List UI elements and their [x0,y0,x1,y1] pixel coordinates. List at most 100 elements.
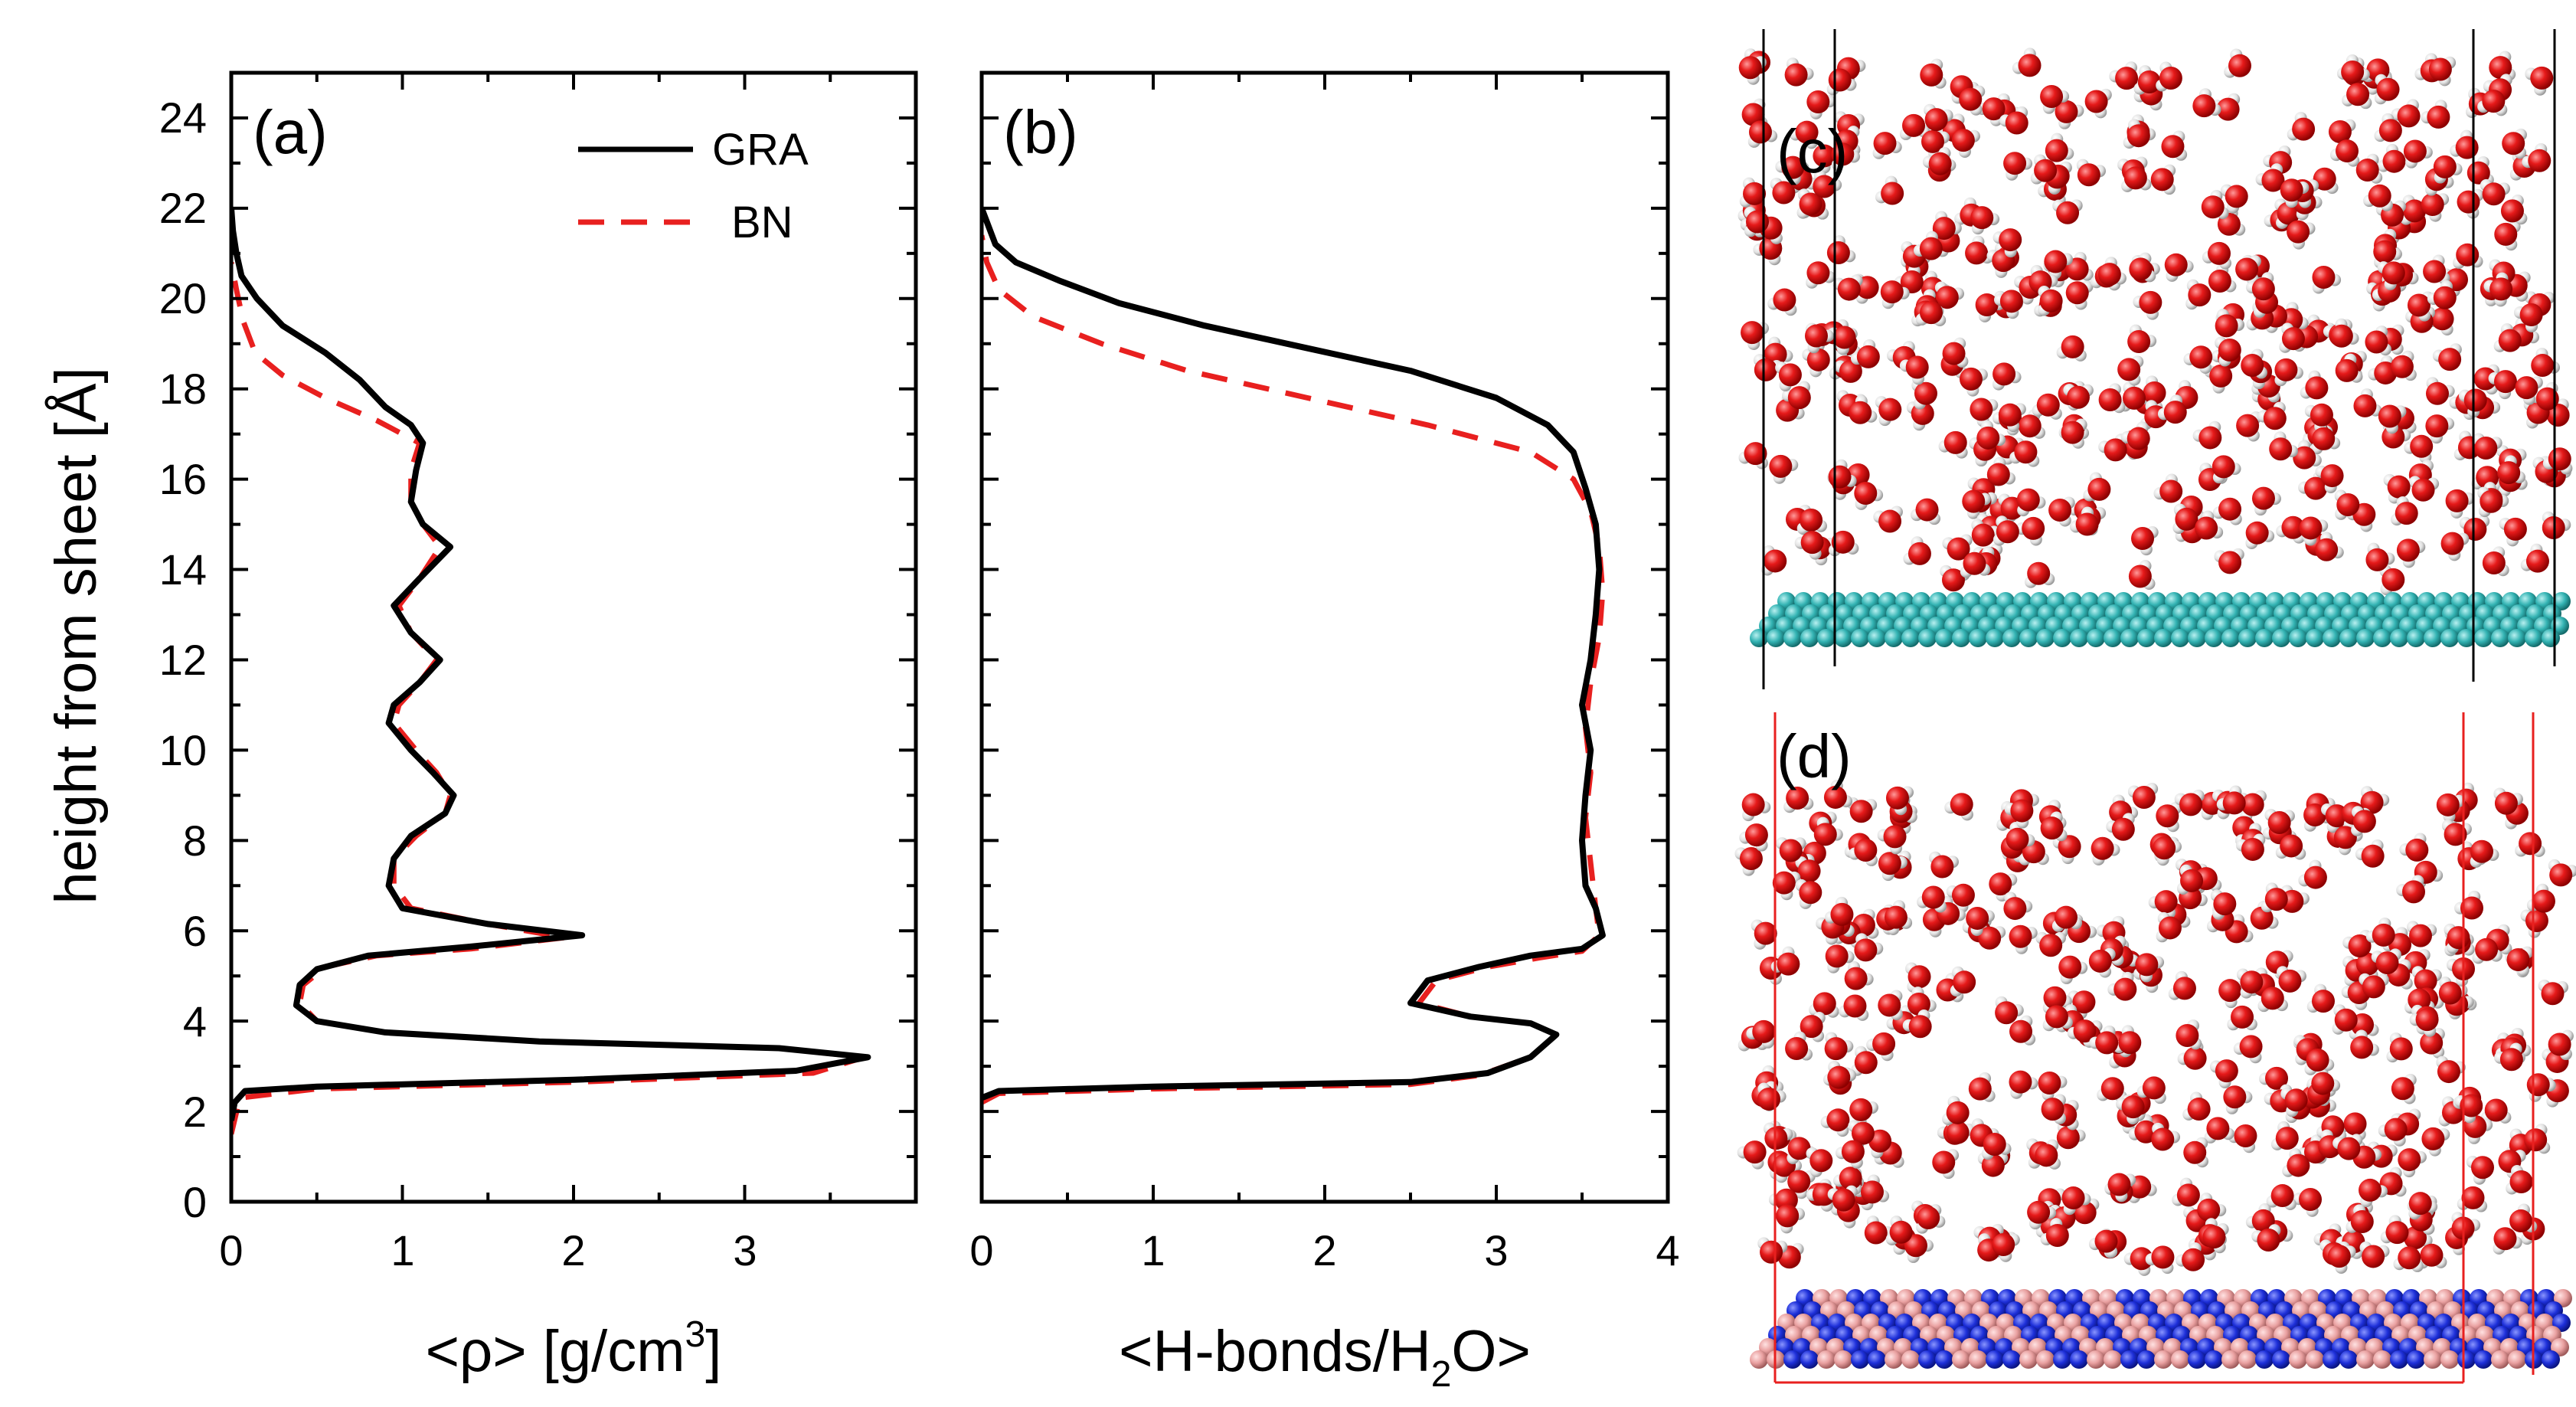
sheet-atom [1935,629,1953,647]
water-molecule [2202,241,2232,270]
water-molecule [2042,1005,2073,1032]
water-molecule [2116,1095,2145,1125]
water-molecule [2390,350,2417,381]
water-molecule [2215,309,2244,338]
water-molecule [1929,851,1959,879]
sheet-atom [1767,629,1785,647]
sheet-atom [2255,1350,2274,1369]
water-molecule [2061,1186,2091,1216]
water-molecule [2436,793,2465,823]
water-molecule [1959,85,1986,116]
water-molecule [2210,889,2237,920]
water-molecule [1795,879,1822,909]
water-molecule [2127,324,2157,354]
sheet-atom [2221,1350,2240,1369]
water-molecule [1854,933,1884,962]
x-axis-title: <ρ> [g/cm3] [426,1314,722,1384]
water-molecule [2371,948,2402,975]
water-molecule [2109,61,2139,90]
water-molecule [2353,388,2382,417]
water-molecule [2489,51,2516,81]
water-molecule [2398,1148,2427,1178]
water-molecule [2228,1124,2257,1153]
water-molecule [2076,159,2107,187]
water-molecules [1734,780,2576,1276]
water-molecule [1976,420,2006,450]
water-molecule [2378,1117,2408,1147]
water-molecule [2233,1035,2263,1064]
water-molecule [2006,821,2035,851]
water-molecule [2235,255,2261,286]
water-molecule [2524,1124,2551,1154]
water-molecule [1944,793,1973,821]
water-molecule [2040,811,2068,842]
water-molecule [1849,394,1878,424]
water-molecule [2425,414,2455,444]
sheet-atom [2087,1350,2105,1369]
water-molecule [2172,503,2198,534]
water-molecule [1970,206,2000,235]
water-molecule [1914,231,1943,260]
water-molecule [2027,1200,2057,1230]
water-molecule [1825,944,1855,973]
water-molecule [1959,367,1988,397]
sheet-atom [2188,629,2206,647]
sheet-atom [1952,1350,1970,1369]
water-molecule [2472,433,2502,460]
water-molecule [2183,1137,2208,1168]
water-molecule [2306,983,2335,1013]
sheet-atom [2542,629,2560,647]
water-molecule [2038,286,2063,316]
sheet-atom [1918,629,1937,647]
water-molecule [2088,947,2116,978]
water-molecule [2304,403,2333,433]
sheet-atom [1885,629,1903,647]
y-tick-label: 2 [183,1088,207,1136]
sheet-atom [2474,1350,2493,1369]
water-molecule [2342,83,2372,110]
sheet-atom [1952,629,1970,647]
sheet-atom [2407,629,2425,647]
water-molecule [2202,1223,2229,1254]
water-molecule [1832,274,1863,301]
sheet-atom [2188,1350,2206,1369]
water-molecule [2182,1091,2211,1121]
sheet-atom [2154,1350,2172,1369]
water-molecule [2298,859,2327,889]
water-molecule [2477,486,2503,518]
water-molecule [2483,277,2513,307]
water-molecule [1878,852,1907,882]
water-molecule [2236,968,2264,999]
water-molecule [2009,924,2038,954]
water-molecule [2227,1005,2257,1031]
water-molecule [1806,1147,1833,1177]
sheet-atom [1851,629,1869,647]
water-molecule [1922,146,1952,175]
water-molecule [2038,1071,2068,1101]
water-molecule [2396,538,2426,568]
water-molecule [2341,54,2370,84]
water-molecule [2183,345,2213,375]
water-molecule [1813,816,1843,846]
water-molecule [2009,440,2040,467]
sheet-atom [2272,1350,2290,1369]
x-axis-title-main: <ρ> [g/cm [426,1319,685,1384]
water-molecule [2408,476,2440,502]
water-molecule [2133,65,2161,95]
water-molecule [1960,551,1991,578]
water-molecule [2493,787,2523,815]
water-molecule [1836,1140,1865,1169]
water-molecule [2185,279,2212,310]
water-molecule [2255,163,2285,192]
water-molecule [2526,883,2555,913]
sheet-atom [2306,1350,2324,1369]
water-molecule [2425,377,2455,405]
water-molecule [1950,966,1976,997]
water-molecule [2451,1212,2481,1240]
y-tick-label: 0 [183,1178,207,1226]
water-molecule [2463,1114,2493,1144]
x-tick-label: 2 [561,1226,585,1274]
water-molecule [2135,953,2165,983]
water-molecule [1916,1206,1946,1234]
hbond-panel: 0 1 2 3 4 <H-bonds/H2O> (b) [969,70,1680,1395]
